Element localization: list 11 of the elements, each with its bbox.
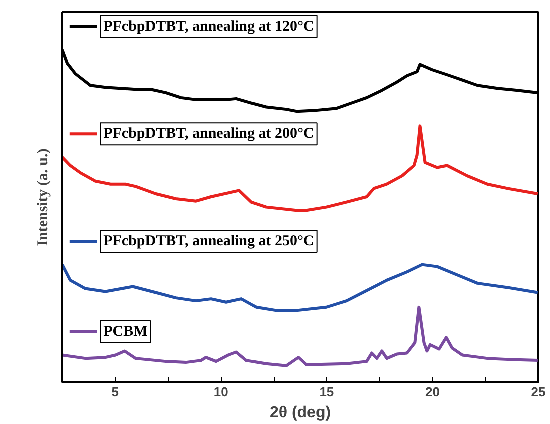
x-tick-label: 10 [214, 384, 228, 400]
legend-label: PFcbpDTBT, annealing at 200°C [104, 126, 314, 142]
legend-label: PFcbpDTBT, annealing at 120°C [104, 18, 314, 35]
x-tick-label: 20 [425, 384, 440, 400]
x-tick-label: 15 [320, 384, 334, 400]
x-tick-label: 25 [531, 384, 546, 400]
legend-label: PCBM [104, 324, 148, 340]
legend-label: PFcbpDTBT, annealing at 250°C [104, 234, 314, 250]
x-tick-label: 5 [112, 384, 120, 400]
x-axis-title: 2θ (deg) [270, 404, 332, 422]
y-axis-title: Intensity (a. u.) [36, 148, 52, 246]
